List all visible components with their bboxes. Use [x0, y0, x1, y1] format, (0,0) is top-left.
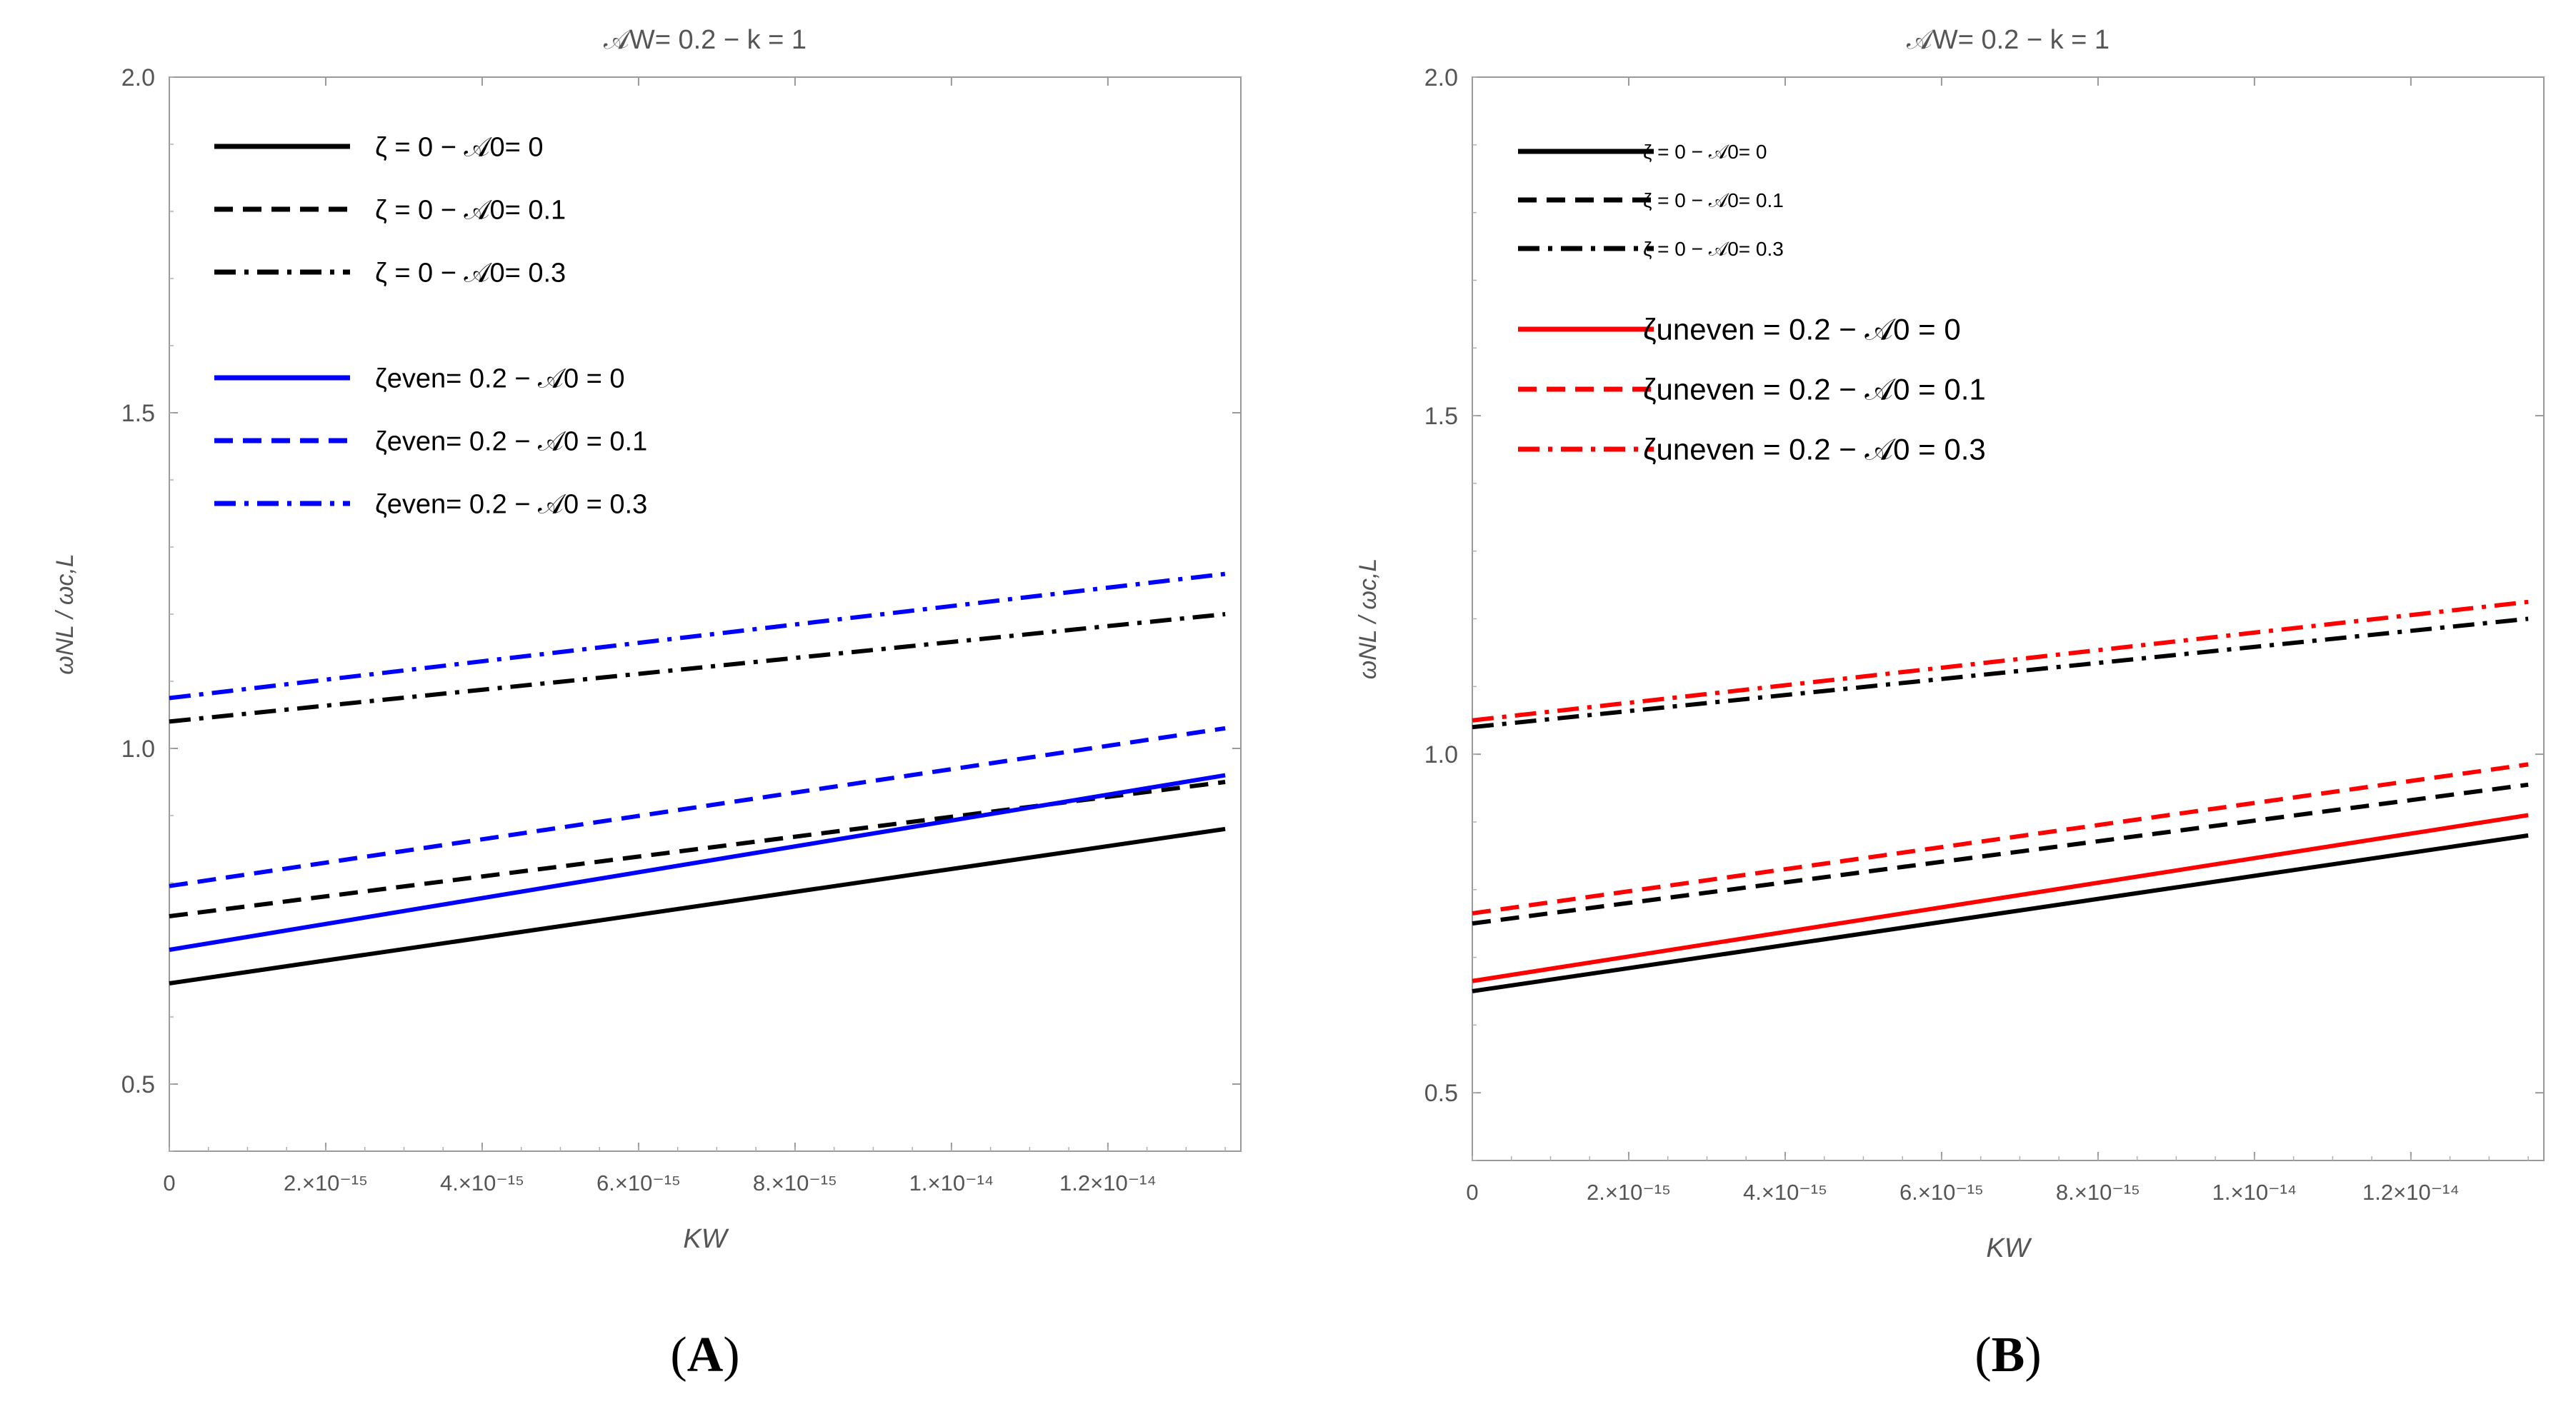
y-tick-label: 1.0 — [121, 736, 155, 763]
y-tick-label: 2.0 — [121, 64, 155, 91]
x-tick-label: 2.×10⁻¹⁵ — [284, 1170, 368, 1195]
x-tick-label: 0 — [1466, 1180, 1478, 1205]
series-line-6 — [169, 571, 1226, 701]
series-line-1 — [169, 826, 1226, 986]
x-tick-label: 1.×10⁻¹⁴ — [909, 1170, 994, 1195]
series-line-5 — [1472, 762, 2529, 916]
x-tick-label: 1.2×10⁻¹⁴ — [1059, 1170, 1157, 1195]
chart-panel-a: 𝒜W= 0.2 − k = 1 0.5 1.0 1.5 2.0 0 2.×10⁻¹⁵ 4.×1… — [51, 25, 1242, 1383]
chart-panel-b: 𝒜W= 0.2 − k = 1 0.5 1.0 1.5 2.0 0 2.×10⁻¹⁵ 4.×1… — [1354, 25, 2545, 1383]
legend-label: ζeven= 0.2 − 𝒜0 = 0 — [375, 363, 625, 393]
x-tick-label: 8.×10⁻¹⁵ — [2056, 1180, 2140, 1205]
y-tick-label: 1.5 — [1424, 403, 1458, 430]
legend-label: ζ = 0 − 𝒜0= 0 — [1643, 141, 1767, 163]
panel-label-paren-open: ( — [670, 1328, 687, 1383]
series-line-2 — [1472, 782, 2529, 926]
legend-label: ζeven= 0.2 − 𝒜0 = 0.3 — [375, 489, 647, 519]
panel-label-letter: B — [1992, 1328, 2025, 1383]
legend-label: ζuneven = 0.2 − 𝒜0 = 0 — [1643, 313, 1961, 346]
x-tick-label: 4.×10⁻¹⁵ — [440, 1170, 524, 1195]
series-line-5 — [169, 726, 1226, 888]
x-axis-label: KW — [1986, 1233, 2032, 1263]
panel-label-paren-open: ( — [1975, 1328, 1991, 1383]
y-axis-label: ωNL / ωc,L — [51, 553, 79, 675]
series-line-3 — [1472, 616, 2529, 730]
y-axis-label: ωNL / ωc,L — [1354, 558, 1382, 680]
panel-label-paren-close: ) — [723, 1328, 739, 1383]
y-tick-label: 1.0 — [1424, 741, 1458, 768]
y-tick-label: 2.0 — [1424, 64, 1458, 91]
legend-label: ζ = 0 − 𝒜0= 0.1 — [1643, 189, 1784, 211]
panel-label: (B) — [1975, 1328, 2041, 1383]
legend-label: ζuneven = 0.2 − 𝒜0 = 0.1 — [1643, 373, 1986, 406]
panel-label-paren-close: ) — [2025, 1328, 2041, 1383]
series-line-6 — [1472, 599, 2529, 723]
legend-label: ζeven= 0.2 − 𝒜0 = 0.1 — [375, 426, 647, 456]
y-tick-label: 0.5 — [1424, 1080, 1458, 1107]
x-tick-label: 6.×10⁻¹⁵ — [1899, 1180, 1984, 1205]
legend-label: ζ = 0 − 𝒜0= 0.3 — [375, 258, 566, 288]
panel-label: (A) — [670, 1328, 739, 1383]
x-tick-label: 2.×10⁻¹⁵ — [1587, 1180, 1671, 1205]
legend-label: ζ = 0 − 𝒜0= 0.3 — [1643, 238, 1784, 260]
legend-label: ζuneven = 0.2 − 𝒜0 = 0.3 — [1643, 433, 1986, 466]
series-line-1 — [1472, 833, 2529, 993]
panel-label-letter: A — [687, 1328, 724, 1383]
series-line-4 — [1472, 813, 2529, 983]
legend-label: ζ = 0 − 𝒜0= 0.1 — [375, 195, 566, 225]
x-axis-label: KW — [683, 1224, 729, 1254]
y-tick-label: 1.5 — [121, 400, 155, 427]
y-tick-label: 0.5 — [121, 1071, 155, 1098]
x-tick-label: 1.2×10⁻¹⁴ — [2362, 1180, 2460, 1205]
series-line-4 — [169, 773, 1226, 952]
x-tick-label: 8.×10⁻¹⁵ — [753, 1170, 837, 1195]
plot-frame — [169, 76, 1242, 1152]
legend-label: ζ = 0 − 𝒜0= 0 — [375, 132, 543, 162]
chart-title: 𝒜W= 0.2 − k = 1 — [604, 25, 807, 55]
x-tick-label: 1.×10⁻¹⁴ — [2212, 1180, 2297, 1205]
series-line-3 — [169, 612, 1226, 724]
x-tick-label: 0 — [163, 1170, 175, 1195]
chart-title: 𝒜W= 0.2 − k = 1 — [1907, 25, 2110, 55]
x-tick-label: 6.×10⁻¹⁵ — [596, 1170, 681, 1195]
x-tick-label: 4.×10⁻¹⁵ — [1743, 1180, 1827, 1205]
